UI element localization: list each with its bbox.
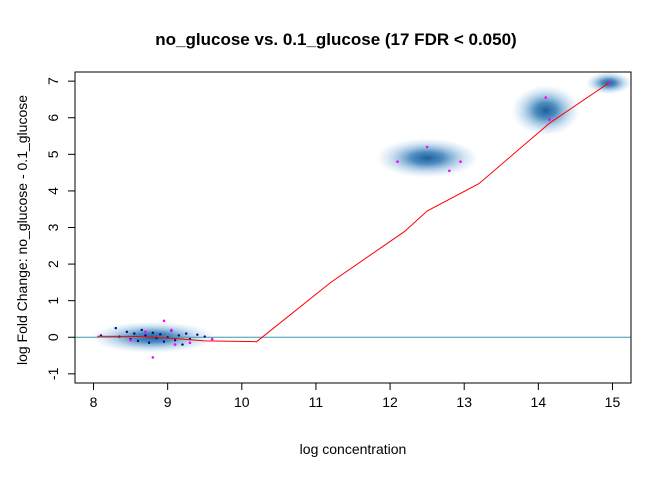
point-nonsig-6 [136, 339, 140, 343]
point-sig-0 [129, 338, 132, 342]
x-tick-label-4: 12 [382, 394, 398, 410]
point-sig-8 [396, 160, 399, 163]
x-tick-label-0: 8 [90, 394, 98, 410]
point-nonsig-22 [203, 335, 206, 338]
point-nonsig-13 [162, 340, 166, 343]
x-axis-label: log concentration [299, 441, 407, 457]
x-tick-label-1: 9 [164, 394, 172, 410]
point-sig-13 [548, 118, 551, 121]
point-nonsig-7 [140, 328, 143, 332]
y-tick-label-3: 2 [45, 260, 61, 268]
point-sig-1 [144, 330, 147, 334]
x-tick-label-2: 10 [234, 394, 250, 410]
point-nonsig-1 [114, 326, 117, 330]
point-nonsig-12 [159, 333, 162, 336]
chart-title: no_glucose vs. 0.1_glucose (17 FDR < 0.0… [155, 30, 517, 49]
point-sig-3 [162, 319, 166, 323]
point-nonsig-3 [125, 330, 129, 333]
density-cluster-1 [373, 137, 481, 179]
point-sig-4 [170, 328, 173, 332]
y-tick-label-6: 5 [45, 150, 61, 158]
point-sig-12 [544, 96, 548, 99]
point-sig-2 [151, 356, 155, 359]
x-tick-label-7: 15 [605, 394, 621, 410]
x-tick-label-6: 14 [531, 394, 547, 410]
trend-layer [97, 82, 610, 343]
density-layer [87, 72, 631, 354]
x-axis: 8 9 10 11 12 13 14 15 [90, 383, 621, 410]
point-sig-11 [459, 160, 462, 163]
point-nonsig-8 [144, 334, 147, 337]
y-tick-label-4: 3 [45, 223, 61, 231]
y-axis: -1 0 1 2 3 4 5 6 7 [45, 77, 75, 380]
y-tick-label-1: 0 [45, 333, 61, 341]
x-tick-label-5: 13 [456, 394, 472, 410]
point-nonsig-19 [185, 332, 188, 335]
point-nonsig-9 [147, 341, 151, 344]
trend-line [97, 82, 610, 343]
density-cluster-2 [510, 84, 582, 137]
point-sig-5 [173, 343, 177, 346]
x-tick-label-3: 11 [309, 394, 324, 410]
point-nonsig-10 [151, 331, 155, 335]
y-tick-label-5: 4 [45, 187, 61, 195]
y-tick-label-0: -1 [45, 367, 61, 380]
y-tick-label-2: 1 [45, 297, 61, 305]
point-sig-6 [188, 341, 192, 345]
point-nonsig-17 [177, 334, 180, 337]
point-nonsig-18 [181, 343, 184, 346]
y-tick-label-7: 6 [45, 114, 61, 122]
point-nonsig-5 [133, 332, 136, 335]
point-nonsig-21 [196, 333, 199, 336]
point-sig-10 [448, 169, 451, 173]
point-sig-7 [210, 337, 214, 341]
y-tick-label-8: 7 [45, 77, 61, 85]
point-nonsig-16 [173, 338, 177, 342]
point-sig-9 [425, 145, 429, 149]
